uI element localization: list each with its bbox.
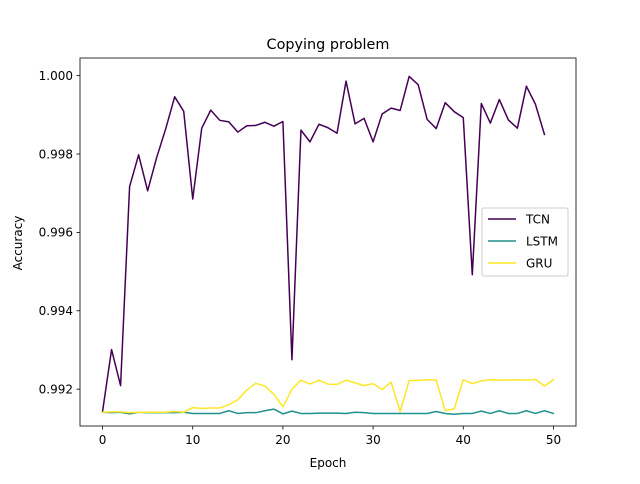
legend: TCN LSTM GRU — [481, 207, 569, 277]
x-tick-label: 20 — [275, 433, 290, 447]
x-axis-label: Epoch — [310, 456, 347, 470]
x-tick-label: 10 — [185, 433, 200, 447]
chart-title: Copying problem — [267, 37, 390, 53]
y-tick-label: 0.996 — [39, 226, 73, 240]
legend-label-gru: GRU — [526, 256, 552, 270]
y-axis-label: Accuracy — [11, 216, 25, 271]
y-tick-label: 0.998 — [39, 147, 73, 161]
y-tick-label: 0.994 — [39, 304, 73, 318]
legend-label-tcn: TCN — [525, 212, 550, 226]
legend-label-lstm: LSTM — [526, 234, 558, 248]
x-tick-label: 0 — [99, 433, 107, 447]
series-line-tcn — [101, 75, 546, 413]
series-line-lstm — [101, 408, 555, 415]
x-tick-label: 50 — [546, 433, 561, 447]
plot-area — [76, 57, 577, 430]
series-line-gru — [101, 378, 555, 414]
x-tick-label: 30 — [365, 433, 380, 447]
axes-frame — [79, 57, 577, 427]
legend-box — [481, 207, 569, 277]
y-tick-label: 1.000 — [39, 69, 73, 83]
x-tick-label: 40 — [456, 433, 471, 447]
y-tick-label: 0.992 — [39, 382, 73, 396]
